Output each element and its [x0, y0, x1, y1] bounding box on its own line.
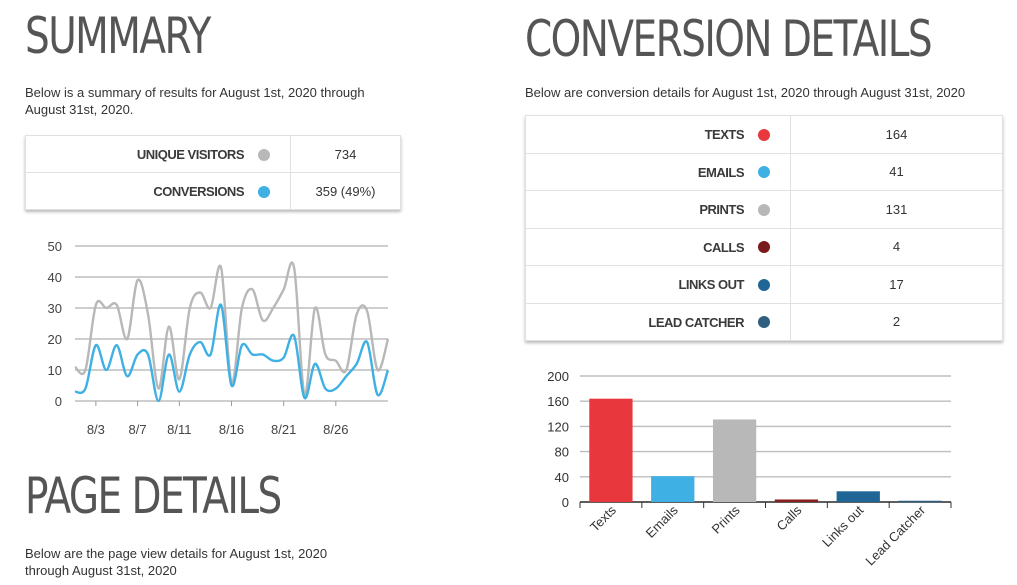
conversion-details-title: CONVERSION DETAILS — [525, 10, 933, 68]
conversion-row-calls: CALLS 4 — [525, 227, 1003, 266]
y-tick-label: 40 — [48, 270, 62, 285]
conversions-bar-chart: 0 40 80 120 160 200 Texts Emails Prints Calls Link… — [547, 369, 952, 568]
bar-links-out — [836, 491, 880, 502]
x-tick-label: 8/21 — [271, 422, 296, 437]
conversion-details-description: Below are conversion details for August … — [525, 85, 966, 100]
y-tick-label: 120 — [547, 419, 569, 434]
y-tick-label: 20 — [48, 332, 62, 347]
conversion-row-texts: TEXTS 164 — [525, 115, 1003, 154]
summary-title: SUMMARY — [25, 7, 211, 65]
summary-row-visitors: UNIQUE VISITORS 734 — [25, 135, 401, 173]
emails-label: EMAILS — [697, 164, 745, 180]
summary-table: UNIQUE VISITORS 734 CONVERSIONS 359 (49%… — [25, 135, 401, 210]
lead-catcher-label: LEAD CATCHER — [648, 314, 744, 330]
x-tick-label: 8/3 — [87, 422, 105, 437]
prints-value: 131 — [790, 190, 1003, 229]
y-tick-label: 200 — [547, 369, 569, 384]
y-tick-label: 80 — [555, 445, 569, 460]
conversion-row-links-out: LINKS OUT 17 — [525, 265, 1003, 304]
y-tick-label: 30 — [48, 301, 62, 316]
visitors-value: 734 — [290, 135, 401, 173]
texts-label: TEXTS — [704, 127, 745, 143]
y-tick-label: 40 — [555, 470, 569, 485]
y-tick-label: 0 — [562, 495, 569, 510]
bar-calls — [774, 499, 819, 502]
texts-value: 164 — [790, 115, 1003, 154]
page-details-description: Below are the page view details for Augu… — [25, 546, 328, 578]
x-tick-label: Lead Catcher — [862, 502, 928, 568]
visitors-dot-icon — [258, 148, 270, 161]
texts-dot-icon — [758, 128, 770, 141]
y-tick-label: 10 — [48, 363, 62, 378]
summary-description: Below is a summary of results for August… — [25, 85, 365, 117]
page-details-title: PAGE DETAILS — [25, 467, 282, 525]
x-tick-label: 8/26 — [323, 422, 348, 437]
visitors-line-chart: 0 10 20 30 40 50 8/3 8/7 8/11 8/16 8/21 8/26 — [48, 239, 390, 437]
emails-dot-icon — [758, 166, 770, 179]
summary-row-conversions: CONVERSIONS 359 (49%) — [25, 172, 401, 210]
emails-value: 41 — [790, 152, 1003, 191]
x-tick-label: 8/16 — [219, 422, 244, 437]
conversions-label: CONVERSIONS — [153, 184, 244, 200]
visitors-label: UNIQUE VISITORS — [136, 147, 245, 163]
y-tick-label: 50 — [48, 239, 62, 254]
conversions-dot-icon — [258, 185, 270, 198]
x-tick-label: Prints — [709, 502, 743, 536]
x-tick-label: Calls — [773, 502, 804, 533]
x-tick-label: 8/7 — [129, 422, 147, 437]
x-tick-label: Links out — [819, 502, 867, 550]
conversions-value: 359 (49%) — [290, 172, 401, 210]
lead-catcher-value: 2 — [790, 302, 1003, 341]
calls-label: CALLS — [703, 239, 744, 255]
x-tick-label: Texts — [587, 502, 619, 534]
bar-texts — [589, 398, 633, 502]
calls-dot-icon — [758, 241, 770, 254]
conversion-row-prints: PRINTS 131 — [525, 190, 1003, 229]
conversions-series-line — [74, 303, 390, 403]
y-tick-label: 0 — [55, 394, 62, 409]
bar-lead-catcher — [898, 500, 942, 503]
conversion-row-emails: EMAILS 41 — [525, 152, 1003, 191]
links-out-label: LINKS OUT — [678, 277, 744, 293]
conversion-row-lead-catcher: LEAD CATCHER 2 — [525, 302, 1003, 341]
conversion-table: TEXTS 164 EMAILS 41 PRINTS 131 CALLS 4 L… — [525, 115, 1003, 341]
bar-prints — [712, 419, 757, 502]
y-tick-label: 160 — [547, 394, 569, 409]
links-out-dot-icon — [758, 278, 770, 291]
visitors-series-line — [74, 261, 390, 397]
calls-value: 4 — [790, 227, 1003, 266]
bar-emails — [651, 476, 695, 502]
x-tick-label: Emails — [643, 502, 682, 541]
prints-dot-icon — [758, 203, 770, 216]
prints-label: PRINTS — [699, 202, 744, 218]
lead-catcher-dot-icon — [758, 316, 770, 329]
links-out-value: 17 — [790, 265, 1003, 304]
x-tick-label: 8/11 — [167, 422, 191, 437]
